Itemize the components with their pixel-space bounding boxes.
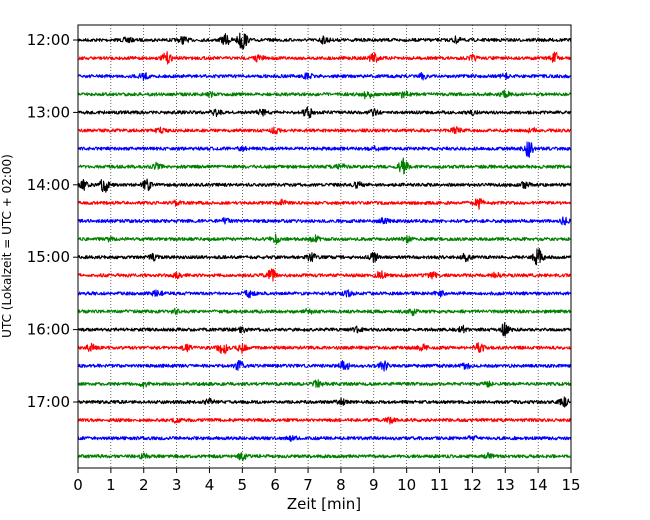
x-axis-label: Zeit [min]	[287, 495, 361, 513]
x-tick-label: 10	[397, 476, 416, 494]
x-tick-label: 1	[106, 476, 116, 494]
seismic-trace-20	[77, 379, 572, 388]
seismic-trace-24	[77, 451, 572, 462]
seismic-traces	[77, 32, 572, 462]
x-tick-label: 11	[430, 476, 449, 494]
seismic-trace-1	[77, 32, 572, 50]
seismic-trace-13	[77, 247, 572, 266]
x-tick-label: 12	[463, 476, 482, 494]
x-tick-label: 6	[270, 476, 280, 494]
grid-lines	[110, 25, 539, 468]
x-tick-label: 7	[303, 476, 313, 494]
seismic-trace-8	[77, 157, 572, 175]
seismic-trace-5	[77, 106, 572, 119]
y-tick-label: 15:00	[27, 248, 70, 266]
x-tick-label: 5	[238, 476, 248, 494]
x-tick-label: 9	[369, 476, 379, 494]
y-axis-ticks: 12:00 13:00 14:00 15:00 16:00 17:00	[27, 31, 78, 411]
seismic-trace-10	[77, 198, 572, 210]
seismic-trace-15	[77, 289, 572, 299]
x-tick-label: 4	[205, 476, 215, 494]
seismic-trace-21	[77, 396, 572, 408]
x-tick-label: 8	[336, 476, 346, 494]
seismic-trace-14	[77, 268, 572, 282]
y-tick-label: 13:00	[27, 103, 70, 121]
y-tick-label: 17:00	[27, 393, 70, 411]
seismic-trace-9	[77, 178, 572, 193]
y-tick-label: 12:00	[27, 31, 70, 49]
seismic-trace-11	[77, 216, 572, 226]
x-tick-label: 14	[529, 476, 548, 494]
x-tick-label: 2	[139, 476, 149, 494]
x-tick-label: 13	[496, 476, 515, 494]
x-axis-ticks: 0 1 2 3 4 5 6 7 8 9 10 11 12 13 14 15	[73, 468, 581, 494]
seismic-trace-18	[77, 342, 572, 355]
seismic-trace-17	[77, 322, 572, 337]
seismic-trace-7	[77, 141, 572, 158]
x-tick-label: 3	[172, 476, 182, 494]
y-tick-label: 14:00	[27, 176, 70, 194]
x-tick-label: 0	[73, 476, 83, 494]
seismic-trace-19	[77, 359, 572, 372]
seismic-trace-6	[77, 126, 572, 135]
x-tick-label: 15	[561, 476, 580, 494]
y-tick-label: 16:00	[27, 321, 70, 339]
y-axis-label: UTC (Lokalzeit = UTC + 02:00)	[0, 154, 14, 338]
seismic-trace-3	[77, 71, 572, 81]
seismic-trace-16	[77, 307, 572, 317]
seismic-trace-12	[77, 233, 572, 245]
seismic-trace-4	[77, 89, 572, 100]
seismic-trace-2	[77, 51, 572, 65]
plot-frame	[77, 24, 572, 469]
seismic-trace-23	[77, 435, 572, 443]
seismic-trace-22	[77, 416, 572, 425]
